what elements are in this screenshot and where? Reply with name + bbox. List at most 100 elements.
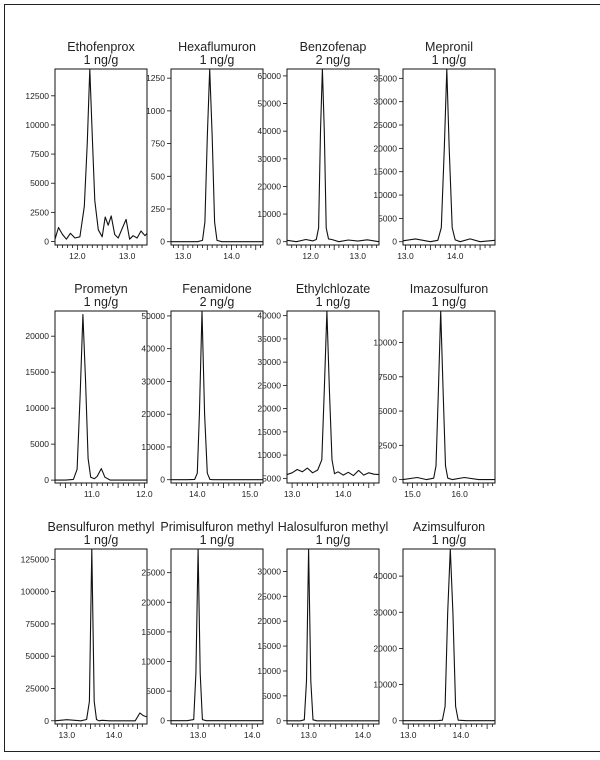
- y-tick-label: 50000: [257, 99, 281, 109]
- y-tick-label: 40000: [257, 311, 281, 321]
- chromatogram-trace: [55, 549, 147, 722]
- y-tick-label: 20000: [373, 643, 397, 653]
- x-tick-label: 14.0: [106, 730, 123, 740]
- x-tick-label: 13.0: [397, 251, 414, 261]
- chromatogram-trace: [287, 311, 379, 477]
- y-tick-label: 30000: [373, 607, 397, 617]
- y-tick-label: 5000: [378, 213, 397, 223]
- plot-frame: [402, 68, 496, 246]
- panel-subtitle: 1 ng/g: [432, 533, 467, 547]
- x-tick-label: 14.0: [189, 489, 206, 499]
- x-tick-label: 13.0: [349, 251, 366, 261]
- chromatogram-trace: [171, 549, 263, 722]
- plot-frame: [170, 68, 264, 246]
- y-tick-label: 20000: [373, 143, 397, 153]
- chromatogram-trace: [171, 69, 263, 243]
- x-tick-label: 15.0: [242, 489, 259, 499]
- panel-title: Ethylchlozate: [296, 282, 370, 296]
- y-tick-label: 7500: [378, 372, 397, 382]
- y-tick-label: 0: [276, 237, 281, 247]
- y-tick-label: 25000: [25, 683, 49, 693]
- y-tick-label: 10000: [257, 209, 281, 219]
- y-tick-label: 40000: [257, 126, 281, 136]
- y-tick-label: 40000: [373, 571, 397, 581]
- panel-subtitle: 1 ng/g: [84, 53, 119, 67]
- y-tick-label: 0: [160, 716, 165, 726]
- panel-title: Ethofenprox: [67, 40, 135, 54]
- panel-title: Hexaflumuron: [178, 40, 256, 54]
- y-tick-label: 5000: [378, 406, 397, 416]
- y-tick-label: 5000: [262, 473, 281, 483]
- y-tick-label: 0: [44, 237, 49, 247]
- x-tick-label: 12.0: [302, 251, 319, 261]
- panel-title: Azimsulfuron: [413, 520, 485, 534]
- y-tick-label: 30000: [373, 97, 397, 107]
- y-tick-label: 15000: [373, 167, 397, 177]
- chromatogram-trace: [403, 69, 495, 243]
- y-tick-label: 5000: [146, 686, 165, 696]
- panel-title: Prometyn: [74, 282, 128, 296]
- y-tick-label: 10000: [141, 442, 165, 452]
- y-tick-label: 25000: [257, 380, 281, 390]
- y-tick-label: 10000: [373, 680, 397, 690]
- y-tick-label: 30000: [257, 154, 281, 164]
- y-tick-label: 60000: [257, 71, 281, 81]
- panel-subtitle: 1 ng/g: [200, 533, 235, 547]
- y-tick-label: 10000: [257, 450, 281, 460]
- y-tick-label: 35000: [373, 73, 397, 83]
- y-tick-label: 20000: [141, 409, 165, 419]
- y-tick-label: 0: [44, 716, 49, 726]
- y-tick-label: 10000: [25, 120, 49, 130]
- plot-frame: [54, 310, 148, 484]
- y-tick-label: 30000: [141, 376, 165, 386]
- panel-title: Halosulfuron methyl: [278, 520, 388, 534]
- plot-frame: [402, 310, 496, 484]
- panel-title: Benzofenap: [300, 40, 367, 54]
- y-tick-label: 15000: [257, 427, 281, 437]
- x-tick-label: 12.0: [69, 251, 86, 261]
- y-tick-label: 10000: [25, 403, 49, 413]
- x-tick-label: 13.0: [400, 730, 417, 740]
- y-tick-label: 12500: [25, 91, 49, 101]
- panel-subtitle: 1 ng/g: [432, 53, 467, 67]
- x-tick-label: 11.0: [84, 489, 100, 499]
- plot-frame: [170, 548, 264, 725]
- y-tick-label: 2500: [30, 207, 49, 217]
- y-tick-label: 20000: [257, 616, 281, 626]
- panel-subtitle: 1 ng/g: [316, 533, 351, 547]
- x-tick-label: 15.0: [404, 489, 421, 499]
- y-tick-label: 30000: [257, 566, 281, 576]
- panel-subtitle: 1 ng/g: [316, 295, 351, 309]
- panel-title: Bensulfuron methyl: [47, 520, 154, 534]
- y-tick-label: 20000: [257, 181, 281, 191]
- y-tick-label: 500: [151, 171, 165, 181]
- plot-frame: [286, 68, 380, 246]
- panel-title: Fenamidone: [182, 282, 252, 296]
- plot-frame: [286, 310, 380, 484]
- x-tick-label: 14.0: [335, 489, 352, 499]
- plot-frame: [54, 548, 148, 725]
- plot-frame: [286, 548, 380, 725]
- x-tick-label: 13.0: [59, 730, 76, 740]
- y-tick-label: 5000: [262, 691, 281, 701]
- plot-frame: [402, 548, 496, 725]
- y-tick-label: 30000: [257, 357, 281, 367]
- y-tick-label: 20000: [25, 331, 49, 341]
- panel-subtitle: 2 ng/g: [200, 295, 235, 309]
- y-tick-label: 25000: [373, 120, 397, 130]
- y-tick-label: 75000: [25, 619, 49, 629]
- y-tick-label: 10000: [373, 338, 397, 348]
- x-tick-label: 14.0: [447, 251, 464, 261]
- plot-frame: [54, 68, 148, 246]
- y-tick-label: 2500: [378, 440, 397, 450]
- y-tick-label: 40000: [141, 344, 165, 354]
- y-tick-label: 25000: [257, 591, 281, 601]
